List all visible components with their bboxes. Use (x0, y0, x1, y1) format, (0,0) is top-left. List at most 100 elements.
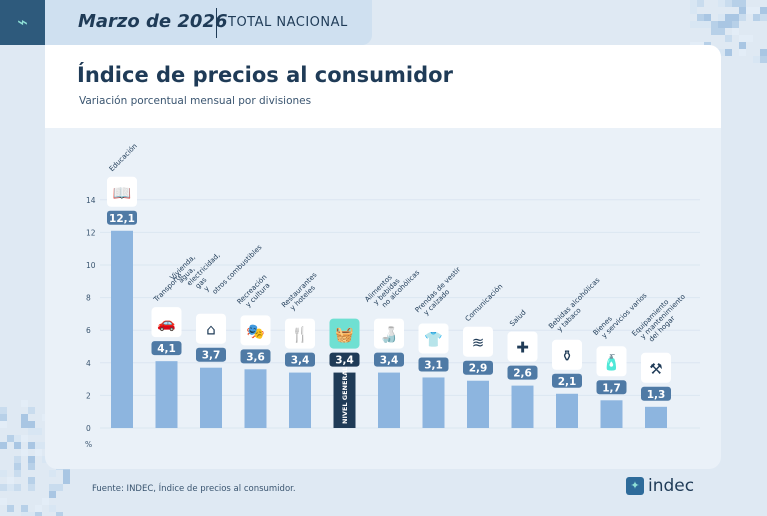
mosaic-tile (28, 512, 35, 516)
tag-logo-icon: ⌁ (0, 0, 45, 45)
icon-tile (596, 346, 627, 377)
divider (216, 8, 217, 38)
y-tick-label: 0 (86, 424, 91, 433)
spray-comb-icon: 🧴 (602, 353, 621, 371)
mosaic-tile (711, 21, 718, 28)
mosaic-tile (49, 470, 56, 477)
mosaic-tile (28, 428, 35, 435)
mosaic-tile (704, 21, 711, 28)
mosaic-tile (739, 14, 746, 21)
bar-inline-label: NIVEL GENERAL (341, 366, 349, 424)
theater-masks-icon: 🎭 (246, 322, 265, 340)
bar (511, 385, 534, 428)
mosaic-tile (739, 35, 746, 42)
mosaic-tile (21, 414, 28, 421)
mosaic-tile (725, 21, 732, 28)
icon-tile (285, 318, 315, 349)
category-label: Restaurantesy hoteles (280, 271, 324, 315)
mosaic-tile (63, 470, 70, 477)
brand-name: indec (648, 476, 695, 496)
mosaic-tile (725, 49, 732, 56)
value-label-bg (596, 380, 627, 395)
mosaic-tile (49, 505, 56, 512)
mosaic-tile (0, 421, 7, 428)
wifi-icon: ≋ (472, 334, 485, 352)
mosaic-tile (21, 449, 28, 456)
mosaic-tile (28, 407, 35, 414)
category-label-text: Restaurantesy hoteles (280, 271, 324, 315)
bar (111, 230, 133, 428)
y-axis-label: % (85, 440, 92, 449)
mosaic-tile (690, 21, 697, 28)
bar (645, 406, 667, 428)
y-tick-label: 10 (86, 261, 96, 270)
indec-logo-icon: ✦ (626, 477, 644, 495)
value-label-bg (641, 386, 671, 401)
bar (333, 372, 356, 428)
icon-tile (196, 313, 226, 344)
value-label-bg (507, 365, 538, 380)
mosaic-tile (718, 49, 725, 56)
mosaic-tile (760, 56, 767, 63)
icon-tile (418, 323, 449, 354)
value-label: 2,1 (558, 376, 577, 388)
mosaic-tile (739, 49, 746, 56)
mosaic-tile (49, 491, 56, 498)
value-label-bg (418, 357, 449, 372)
y-tick-label: 4 (86, 359, 91, 368)
basket-icon: 🧺 (335, 326, 354, 344)
mosaic-tile (14, 484, 21, 491)
mosaic-tile (56, 512, 63, 516)
mosaic-tile (0, 484, 7, 491)
mosaic-tile (14, 442, 21, 449)
icon-tile (107, 176, 137, 207)
bottle-icon: ⚱ (561, 347, 574, 365)
mosaic-tile (35, 428, 42, 435)
mosaic-tile (35, 512, 42, 516)
value-label-bg (196, 347, 226, 362)
mosaic-tile (718, 0, 725, 7)
house-utilities-icon: ⌂ (206, 321, 216, 339)
mosaic-tile (725, 0, 732, 7)
category-label: Comunicación (464, 283, 505, 324)
mosaic-tile (28, 477, 35, 484)
value-label-bg (285, 352, 315, 367)
mosaic-tile (732, 28, 739, 35)
category-label-text: Recreacióny cultura (236, 273, 275, 312)
category-label-text: Alimentosy bebidasno alcohólicas (363, 257, 421, 315)
mosaic-tile (0, 442, 7, 449)
mosaic-tile (0, 470, 7, 477)
mosaic-tile (7, 484, 14, 491)
mosaic-tile (0, 498, 7, 505)
mosaic-tile (14, 463, 21, 470)
category-label-line: Bebidas alcohólicas (547, 276, 602, 331)
period-label: Marzo de 2026 (78, 11, 228, 32)
mosaic-tile (35, 442, 42, 449)
value-label: 3,7 (202, 350, 221, 362)
mosaic-tile (63, 477, 70, 484)
clothes-icon: 👕 (424, 330, 443, 348)
mosaic-tile (711, 28, 718, 35)
mosaic-tile (21, 435, 28, 442)
mosaic-tile (14, 470, 21, 477)
value-label-bg (240, 349, 271, 364)
category-label-line: y (202, 285, 211, 294)
value-label-bg (463, 360, 493, 375)
book-icon: 📖 (113, 184, 132, 202)
icon-tile (507, 331, 538, 362)
value-label-bg (329, 352, 360, 367)
value-label: 12,1 (109, 213, 135, 225)
category-label-text: Prendas de vestiry calzado (414, 265, 468, 319)
mosaic-tile (49, 484, 56, 491)
mosaic-tile (28, 463, 35, 470)
y-tick-label: 2 (86, 391, 91, 400)
bar (244, 369, 267, 428)
header-bar: ⌁ Marzo de 2026 TOTAL NACIONAL (0, 0, 372, 45)
mosaic-tile (42, 498, 49, 505)
car-wrench-icon: 🚗 (157, 314, 176, 332)
mosaic-tile (14, 435, 21, 442)
bar (378, 372, 400, 428)
source-note: Fuente: INDEC, Índice de precios al cons… (92, 484, 296, 494)
